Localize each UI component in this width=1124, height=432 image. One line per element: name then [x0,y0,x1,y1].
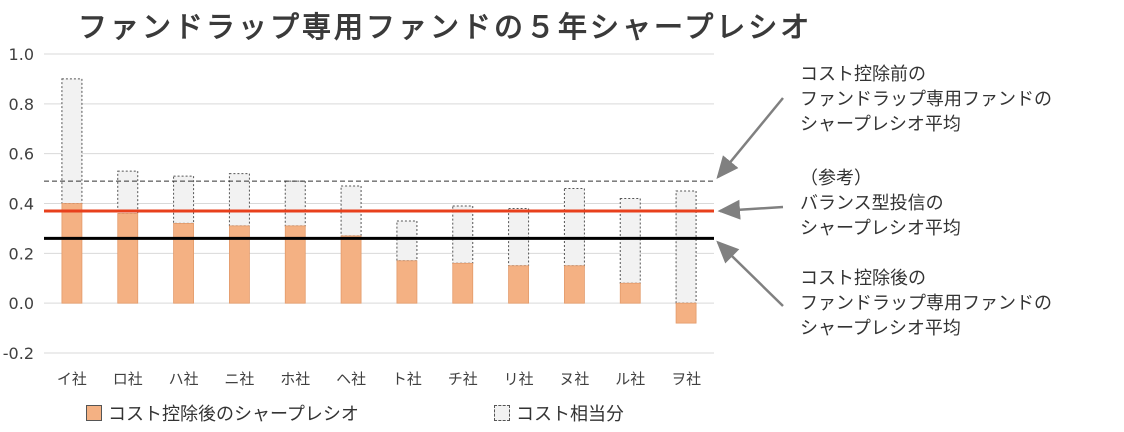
annotation-pre-cost-average: コスト控除前の ファンドラップ専用ファンドの シャープレシオ平均 [800,62,1052,137]
legend-swatch-after-cost [86,405,102,421]
legend-swatch-cost [494,405,510,421]
bar-cost [228,173,250,227]
y-tick-label: 0.2 [9,244,34,263]
bar-after-cost [117,213,139,304]
x-tick-label: ロ社 [113,370,143,388]
bar-after-cost [173,223,194,304]
x-tick-label: ル社 [615,370,645,388]
bar-after-cost [284,225,306,304]
annotation-line: シャープレシオ平均 [800,318,961,339]
arrow-balanced [717,199,784,220]
y-tick-label: -0.2 [3,344,34,363]
chart-title: ファンドラップ専用ファンドの５年シャープレシオ [78,10,813,44]
bar-after-cost [396,260,418,304]
arrow-post-cost [716,240,784,307]
annotation-post-cost-average: コスト控除後の ファンドラップ専用ファンドの シャープレシオ平均 [800,266,1052,341]
bar-cost [284,180,306,227]
bar-after-cost [340,235,362,304]
x-tick-label: チ社 [448,370,478,388]
bar-cost [619,198,641,284]
annotation-line: （参考） [800,168,872,189]
annotation-line: コスト控除前の [800,64,926,85]
bar-cost [452,205,474,264]
x-tick-label: ト社 [392,370,422,388]
annotation-balanced-fund-average: （参考） バランス型投信の シャープレシオ平均 [800,166,961,241]
legend-label-after-cost: コスト控除後のシャープレシオ [108,404,359,425]
annotation-line: バランス型投信の [800,193,944,214]
x-tick-label: リ社 [504,370,534,388]
bar-cost [61,78,83,204]
annotation-line: コスト控除後の [800,268,926,289]
x-tick-label: ハ社 [169,370,199,388]
annotation-line: シャープレシオ平均 [800,218,961,239]
y-tick-label: 0.0 [9,294,34,313]
bar-after-cost [61,203,83,304]
bar-cost [117,170,139,214]
bar-cost [396,220,418,262]
annotation-line: ファンドラップ専用ファンドの [800,293,1052,314]
x-tick-label: イ社 [57,370,87,388]
x-tick-label: ヘ社 [336,370,366,388]
bar-after-cost [229,225,250,304]
y-tick-label: 0.6 [9,145,34,164]
y-tick-label: 0.8 [9,95,34,114]
arrow-pre-cost [716,97,784,180]
y-tick-label: 0.4 [9,195,34,214]
bar-after-cost [619,282,641,304]
bar-after-cost [452,262,474,304]
bar-after-cost [564,265,585,304]
bar-cost [675,190,697,304]
x-tick-label: ホ社 [280,370,310,388]
bar-cost [173,175,195,224]
bar-after-cost [675,302,697,324]
x-tick-label: ヲ社 [671,370,701,388]
legend-item-cost: コスト相当分 [494,400,624,426]
x-tick-label: ニ社 [224,370,254,388]
bar-cost [563,188,585,267]
annotation-line: ファンドラップ専用ファンドの [800,89,1052,110]
legend-item-after-cost: コスト控除後のシャープレシオ [86,400,359,426]
annotation-line: シャープレシオ平均 [800,114,961,135]
y-tick-label: 1.0 [9,45,34,64]
legend-label-cost: コスト相当分 [516,404,624,425]
bar-after-cost [508,265,529,304]
x-tick-label: ヌ社 [559,370,589,388]
